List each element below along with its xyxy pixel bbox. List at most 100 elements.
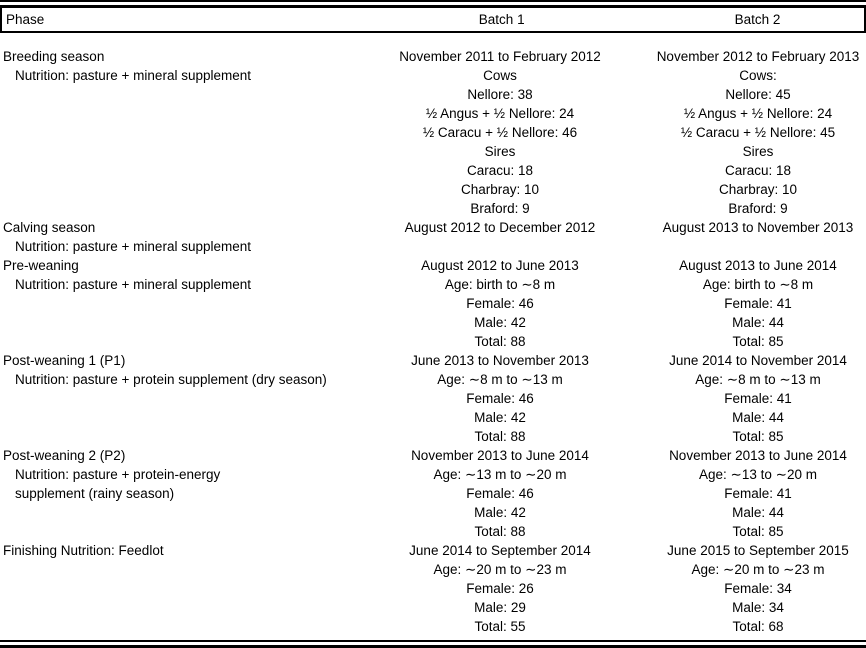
phase-cell: Finishing Nutrition: Feedlot [0,541,350,560]
batch2-cell: November 2012 to February 2013 Cows: Nello… [650,47,866,218]
batch1-value-line: August 2012 to December 2012 [404,220,596,235]
phase-name: Finishing Nutrition: Feedlot [3,543,164,558]
batch1-value-line: Male: 42 [474,410,526,425]
batch1-cell: June 2014 to September 2014 Age: ∼20 m to… [350,541,650,636]
batch1-value-line: Age: ∼8 m to ∼13 m [437,372,563,387]
batch2-value-line: Female: 41 [724,296,792,311]
batch1-value-line: Male: 42 [474,505,526,520]
batch2-cell: June 2014 to November 2014 Age: ∼8 m to ∼… [650,351,866,446]
table-row: Pre-weaning Nutrition: pasture + mineral … [0,256,866,351]
batch2-value-line: Age: birth to ∼8 m [702,277,814,292]
batch2-value-line: Male: 44 [732,315,784,330]
batch1-value-line: Total: 88 [474,429,526,444]
column-header-batch1: Batch 1 [478,12,525,27]
batch1-value-line: November 2013 to June 2014 [411,448,589,463]
batch1-value-line: Total: 88 [474,524,526,539]
batch2-value-line: Age: ∼20 m to ∼23 m [691,562,825,577]
batch1-value-line: Braford: 9 [470,201,530,216]
batch2-value-line: Male: 44 [732,410,784,425]
column-header-batch2: Batch 2 [734,12,781,27]
batch2-cell: August 2013 to June 2014 Age: birth to ∼8… [650,256,866,351]
batch1-value-line: Age: ∼20 m to ∼23 m [433,562,567,577]
batch2-value-line: June 2015 to September 2015 [667,543,849,558]
phase-detail-line: Nutrition: pasture + mineral supplement [15,239,251,254]
batch2-cell: November 2013 to June 2014 Age: ∼13 to ∼2… [650,446,866,541]
table-row: Post-weaning 1 (P1) Nutrition: pasture + … [0,351,866,446]
phase-detail-line: Nutrition: pasture + mineral supplement [15,68,251,83]
batch2-value-line: Total: 68 [732,619,784,634]
batch1-value-line: Female: 46 [466,486,534,501]
batch1-value-line: Female: 46 [466,391,534,406]
batch2-value-line: Male: 44 [732,505,784,520]
phase-cell: Post-weaning 2 (P2) Nutrition: pasture + … [0,446,350,503]
batch2-value-line: August 2013 to June 2014 [679,258,837,273]
batch2-value-line: November 2013 to June 2014 [669,448,847,463]
batch1-value-line: Caracu: 18 [466,163,534,178]
batch1-value-line: Sires [484,144,516,159]
column-header-phase: Phase [6,12,45,27]
batch1-value-line: Age: ∼13 m to ∼20 m [433,467,567,482]
table-row: Calving season Nutrition: pasture + miner… [0,218,866,256]
table-header-rule [0,31,866,33]
phase-name: Post-weaning 2 (P2) [3,448,126,463]
batch2-value-line: Female: 41 [724,391,792,406]
phase-cell: Breeding season Nutrition: pasture + mine… [0,47,350,85]
batch2-value-line: Sires [742,144,774,159]
table-row: Post-weaning 2 (P2) Nutrition: pasture + … [0,446,866,541]
batch2-value-line: Cows: [739,68,777,83]
batch1-value-line: Total: 55 [474,619,526,634]
batch2-value-line: ½ Angus + ½ Nellore: 24 [683,106,833,121]
batch2-value-line: August 2013 to November 2013 [662,220,854,235]
batch2-value-line: June 2014 to November 2014 [669,353,847,368]
batch2-value-line: Braford: 9 [728,201,788,216]
batch1-value-line: Female: 46 [466,296,534,311]
batch1-cell: August 2012 to June 2013 Age: birth to ∼8… [350,256,650,351]
batch1-value-line: Male: 29 [474,600,526,615]
batch1-value-line: November 2011 to February 2012 [399,49,601,64]
batch2-cell: June 2015 to September 2015 Age: ∼20 m to… [650,541,866,636]
phase-cell: Post-weaning 1 (P1) Nutrition: pasture + … [0,351,350,389]
batch2-value-line: November 2012 to February 2013 [656,49,860,64]
phase-cell: Pre-weaning Nutrition: pasture + mineral … [0,256,350,294]
table-row: Breeding season Nutrition: pasture + mine… [0,47,866,218]
phase-cell: Calving season Nutrition: pasture + miner… [0,218,350,256]
batch2-value-line: Female: 34 [724,581,792,596]
batch2-value-line: Total: 85 [732,524,784,539]
batch1-cell: November 2013 to June 2014 Age: ∼13 m to … [350,446,650,541]
batch2-value-line: Total: 85 [732,334,784,349]
phase-detail-line: Nutrition: pasture + protein supplement … [15,372,327,387]
batch1-value-line: Total: 88 [474,334,526,349]
batch1-value-line: June 2013 to November 2013 [411,353,589,368]
batch2-value-line: Nellore: 45 [725,87,791,102]
phase-name: Post-weaning 1 (P1) [3,353,126,368]
table-body: Breeding season Nutrition: pasture + mine… [0,33,866,636]
batch1-value-line: Female: 26 [466,581,534,596]
batch2-value-line: Age: ∼13 to ∼20 m [699,467,817,482]
phase-name: Pre-weaning [3,258,79,273]
batch2-value-line: Age: ∼8 m to ∼13 m [695,372,821,387]
batch2-value-line: Female: 41 [724,486,792,501]
batch1-cell: November 2011 to February 2012 Cows Nellor… [350,47,650,218]
batch2-value-line: Total: 85 [732,429,784,444]
phase-detail-line: supplement (rainy season) [15,486,175,501]
batch2-cell: August 2013 to November 2013 [650,218,866,237]
table-top-rule [0,0,866,8]
batch1-value-line: ½ Caracu + ½ Nellore: 46 [422,125,578,140]
batch1-value-line: June 2014 to September 2014 [409,543,591,558]
phase-name: Breeding season [3,49,105,64]
phase-detail-line: Nutrition: pasture + protein-energy [15,467,221,482]
batch1-value-line: Male: 42 [474,315,526,330]
batch2-value-line: Caracu: 18 [724,163,792,178]
batch1-value-line: Charbray: 10 [460,182,540,197]
batch2-value-line: Male: 34 [732,600,784,615]
batch2-value-line: ½ Caracu + ½ Nellore: 45 [680,125,836,140]
batch1-value-line: Nellore: 38 [467,87,533,102]
table-header-row: Phase Batch 1 Batch 2 [0,8,866,31]
phase-detail-line: Nutrition: pasture + mineral supplement [15,277,251,292]
batch1-value-line: August 2012 to June 2013 [421,258,579,273]
table-row: Finishing Nutrition: Feedlot June 2014 to… [0,541,866,636]
batch1-value-line: ½ Angus + ½ Nellore: 24 [425,106,575,121]
phase-name: Calving season [3,220,96,235]
batch1-value-line: Age: birth to ∼8 m [444,277,556,292]
batch1-cell: June 2013 to November 2013 Age: ∼8 m to ∼… [350,351,650,446]
